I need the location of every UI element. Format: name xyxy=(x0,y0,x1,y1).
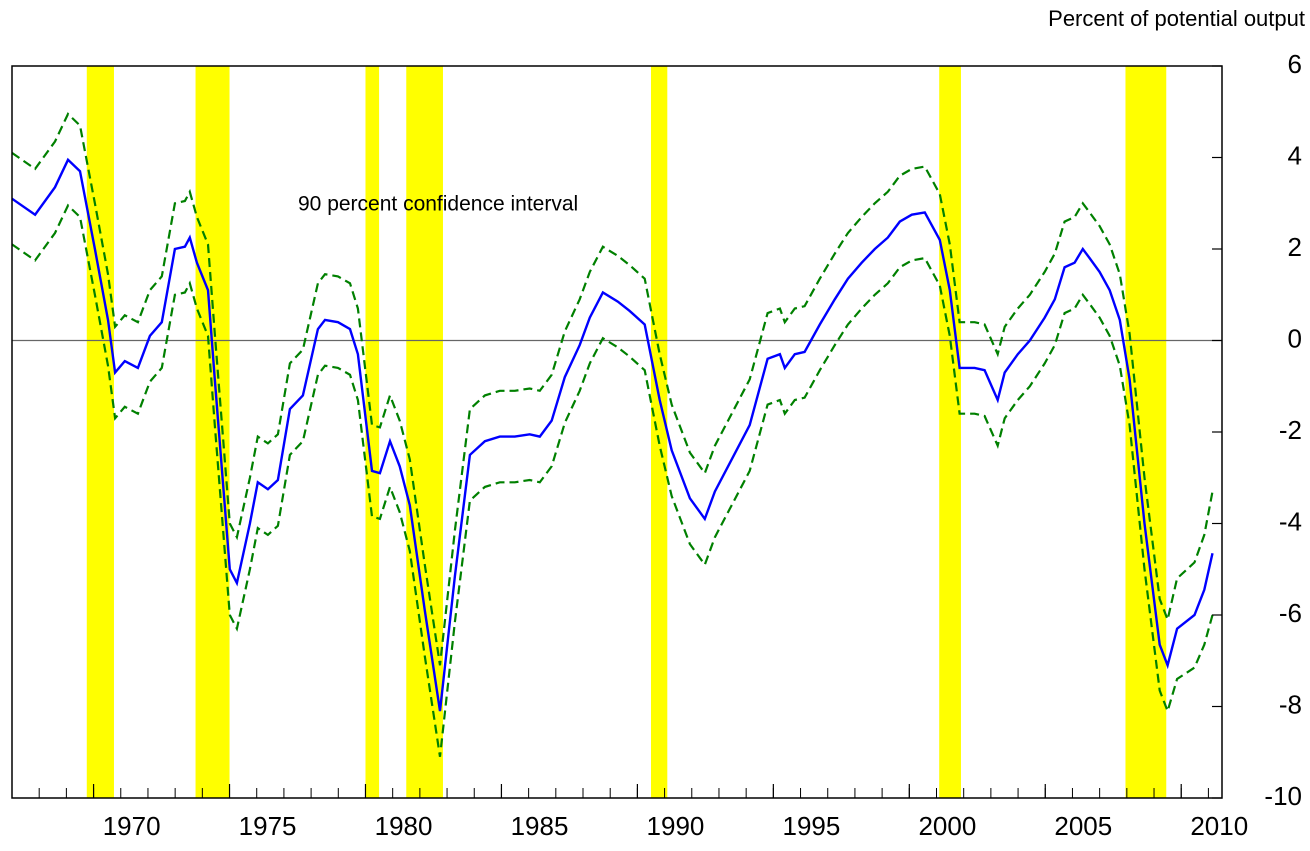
x-tick-label: 2005 xyxy=(1054,811,1112,841)
recession-band xyxy=(1125,66,1167,798)
y-tick-label: -6 xyxy=(1279,598,1302,628)
x-tick-label: 1980 xyxy=(375,811,433,841)
y-axis-label: Percent of potential output xyxy=(1048,6,1305,31)
x-tick-label: 1995 xyxy=(782,811,840,841)
y-tick-label: 2 xyxy=(1288,232,1302,262)
series-line xyxy=(11,157,1214,712)
recession-band xyxy=(939,66,961,798)
series-line xyxy=(11,203,1214,757)
plot-frame xyxy=(11,65,1223,799)
y-tick-label: 6 xyxy=(1288,49,1302,79)
x-tick-label: 1990 xyxy=(647,811,705,841)
y-tick-label: -4 xyxy=(1279,506,1302,536)
recession-band xyxy=(406,66,443,798)
y-tick-label: 0 xyxy=(1288,323,1302,353)
y-tick-label: -10 xyxy=(1264,781,1302,811)
x-tick-label: 1975 xyxy=(239,811,297,841)
x-tick-label: 1985 xyxy=(511,811,569,841)
recession-band xyxy=(86,66,114,798)
x-tick-label: 1970 xyxy=(103,811,161,841)
annotation: 90 percent confidence interval xyxy=(298,193,578,216)
y-tick-label: 4 xyxy=(1288,140,1302,170)
y-tick-label: -8 xyxy=(1279,689,1302,719)
recession-band xyxy=(650,66,668,798)
y-tick-label: -2 xyxy=(1279,415,1302,445)
recession-band xyxy=(195,66,230,798)
recession-band xyxy=(365,66,380,798)
series-line xyxy=(11,112,1214,666)
x-tick-label: 2010 xyxy=(1190,811,1248,841)
x-tick-label: 2000 xyxy=(918,811,976,841)
